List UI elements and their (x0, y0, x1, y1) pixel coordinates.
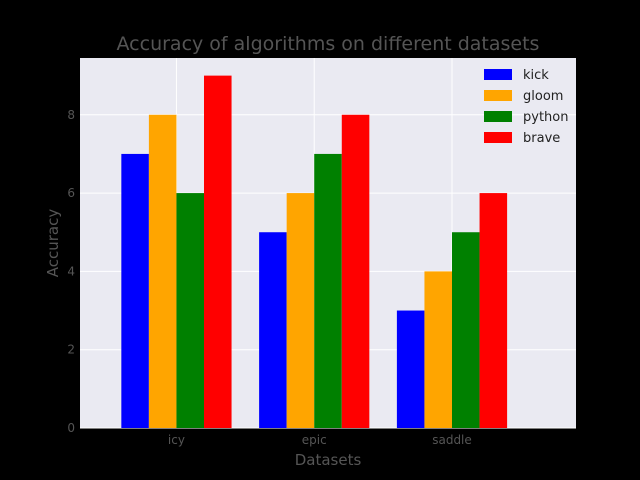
x-tick-label: epic (302, 433, 327, 447)
bar (121, 153, 149, 429)
bar (452, 232, 480, 428)
legend-label: python (523, 110, 568, 125)
chart-title: Accuracy of algorithms on different data… (117, 33, 540, 55)
y-tick-label: 0 (67, 421, 75, 435)
legend-label: gloom (523, 89, 563, 104)
legend-swatch (484, 69, 512, 80)
y-axis-label: Accuracy (44, 209, 62, 278)
bar (286, 193, 315, 428)
legend-label: kick (523, 68, 549, 83)
y-tick-labels: 0 2 4 6 8 (67, 108, 75, 435)
y-tick-label: 8 (67, 108, 75, 122)
legend-swatch (484, 132, 512, 143)
legend: kick gloom python brave (484, 68, 568, 146)
x-tick-label: icy (168, 433, 185, 447)
bar (259, 232, 287, 428)
bar (148, 114, 177, 428)
bar (341, 114, 370, 428)
bar (314, 153, 342, 429)
bar (396, 310, 425, 428)
bar (204, 75, 232, 428)
y-tick-label: 4 (67, 264, 75, 278)
legend-swatch (484, 90, 512, 101)
y-tick-label: 6 (67, 186, 75, 200)
bar (176, 193, 204, 428)
bars (121, 75, 508, 429)
x-tick-label: saddle (432, 433, 472, 447)
legend-swatch (484, 111, 512, 122)
x-axis-label: Datasets (295, 451, 362, 469)
legend-label: brave (523, 131, 560, 146)
x-tick-labels: icy epic saddle (168, 433, 472, 447)
bar (424, 271, 452, 428)
bar (479, 193, 508, 428)
y-tick-label: 2 (67, 343, 75, 357)
